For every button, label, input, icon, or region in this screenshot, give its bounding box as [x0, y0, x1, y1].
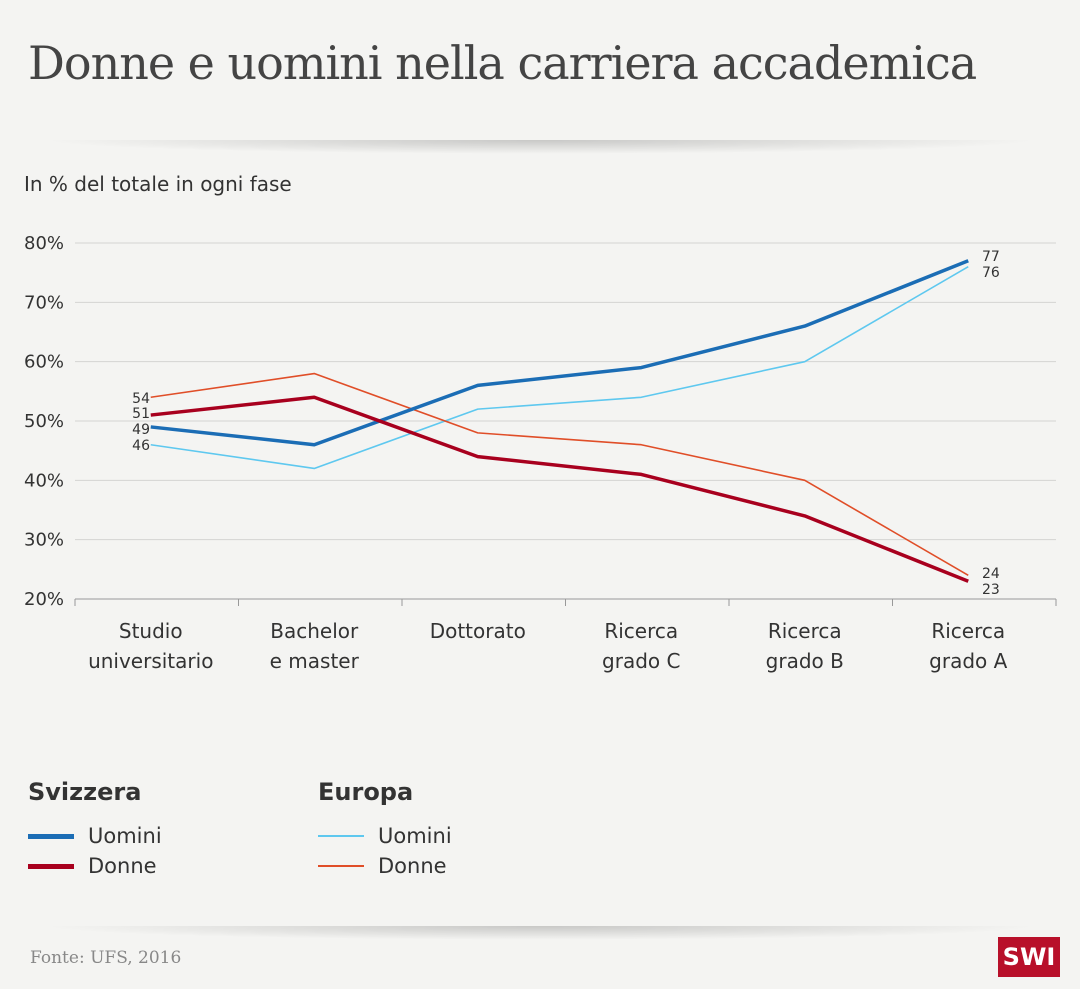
swi-logo: SWI	[998, 937, 1060, 977]
legend-label: Uomini	[88, 824, 162, 848]
data-label-end: 76	[982, 265, 1000, 281]
data-label-start: 51	[132, 406, 150, 422]
y-tick-label: 30%	[24, 530, 64, 551]
x-tick-label: Dottorato	[430, 619, 526, 643]
y-tick-label: 40%	[24, 470, 64, 491]
x-tick-label: grado B	[766, 649, 844, 673]
line-chart: 20% 30% 40% 50% 60% 70% 80% Studio universitario…	[24, 233, 1057, 673]
divider	[40, 926, 1040, 940]
legend-europa-uomini: Uomini	[318, 824, 452, 848]
x-tick-label: Bachelor	[270, 619, 359, 643]
data-label-end: 24	[982, 566, 1000, 582]
x-tick-label: Ricerca	[931, 619, 1005, 643]
y-tick-label: 70%	[24, 292, 64, 313]
legend-svizzera-uomini: Uomini	[28, 824, 162, 848]
x-tick-label: Ricerca	[604, 619, 678, 643]
x-tick-label: e master	[270, 649, 360, 673]
data-label-end: 23	[982, 582, 1000, 598]
legend-svizzera-donne: Donne	[28, 854, 157, 878]
chart-subtitle: In % del totale in ogni fase	[24, 172, 292, 196]
y-tick-label: 80%	[24, 233, 64, 254]
data-label-start: 46	[132, 438, 150, 454]
divider	[40, 140, 1040, 154]
legend-label: Donne	[378, 854, 447, 878]
x-tick-label: Studio	[119, 619, 183, 643]
data-label-end: 77	[982, 249, 1000, 265]
legend-label: Donne	[88, 854, 157, 878]
series-line-europa-donne	[150, 372, 969, 576]
y-tick-label: 50%	[24, 411, 64, 432]
y-tick-label: 60%	[24, 352, 64, 373]
series-line-svizzera-donne	[150, 395, 969, 583]
series-line-svizzera-uomini	[150, 259, 969, 447]
x-tick-label: grado A	[929, 649, 1007, 673]
chart-title: Donne e uomini nella carriera accademica	[28, 36, 977, 90]
x-tick-label: Ricerca	[768, 619, 842, 643]
source-note: Fonte: UFS, 2016	[30, 948, 182, 968]
legend-label: Uomini	[378, 824, 452, 848]
series-line-europa-uomini	[150, 266, 969, 470]
y-tick-label: 20%	[24, 589, 64, 610]
legend-europa-donne: Donne	[318, 854, 447, 878]
data-label-start: 49	[132, 422, 150, 438]
data-label-start: 54	[132, 391, 150, 407]
legend-group-europa: Europa	[318, 778, 414, 806]
legend-group-svizzera: Svizzera	[28, 778, 142, 806]
x-tick-label: grado C	[602, 649, 680, 673]
x-tick-label: universitario	[88, 649, 213, 673]
